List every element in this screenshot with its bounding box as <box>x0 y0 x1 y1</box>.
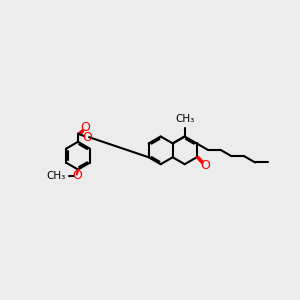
Text: CH₃: CH₃ <box>175 114 194 124</box>
Text: O: O <box>80 122 90 134</box>
Text: CH₃: CH₃ <box>47 171 66 181</box>
Text: O: O <box>82 131 92 144</box>
Text: O: O <box>72 169 82 182</box>
Text: O: O <box>200 159 210 172</box>
